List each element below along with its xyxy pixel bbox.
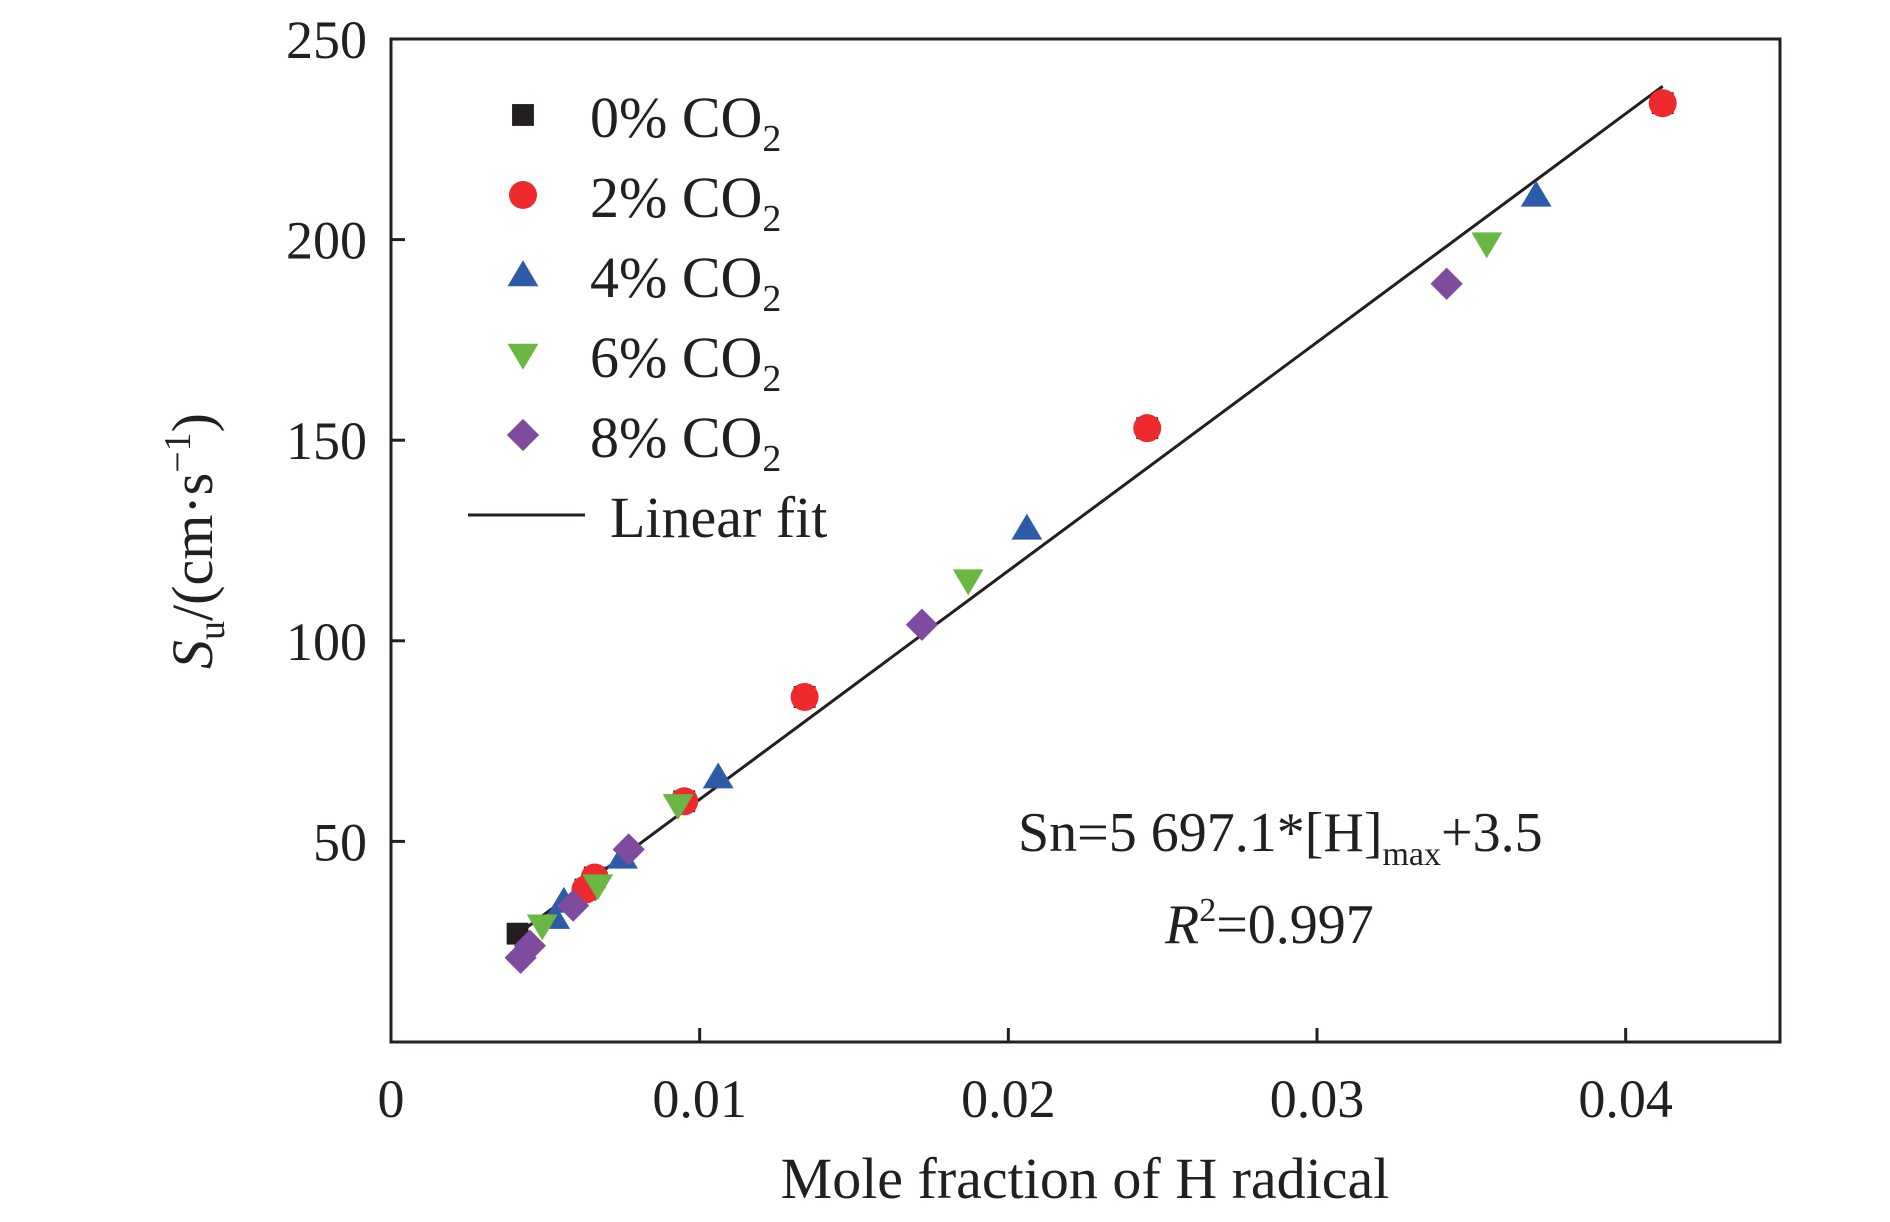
diamond-marker <box>513 929 546 962</box>
legend-label: 2% CO2 <box>590 165 781 240</box>
diamond-marker <box>905 608 939 641</box>
plot-frame <box>389 37 1782 1044</box>
triangle-up-marker <box>702 762 734 789</box>
r-squared-value: =0.997 <box>1216 894 1374 956</box>
axis-ticks: 0 0.01 0.02 0.03 0.04 50 100 150 200 250 <box>286 10 1673 1129</box>
marker-layer <box>504 89 1677 974</box>
legend-label-subscript: 2 <box>762 198 781 240</box>
legend-label-text: 8% CO <box>590 405 762 470</box>
y-tick-label: 250 <box>286 10 367 70</box>
svg-text:Sn=5 697.1*[H]max+3.5: Sn=5 697.1*[H]max+3.5 <box>1018 802 1543 873</box>
x-tick-label: 0.02 <box>961 1069 1056 1129</box>
x-tick-label: 0.04 <box>1578 1069 1673 1129</box>
diamond-marker <box>506 418 540 452</box>
x-tick-label: 0.03 <box>1270 1069 1365 1129</box>
y-axis-unit-superscript: −1 <box>157 432 199 472</box>
y-axis-title: Su/(cm·s−1) <box>157 413 233 669</box>
linear-fit-line <box>516 85 1664 936</box>
circle-marker <box>509 181 537 209</box>
svg-text:Su/(cm·s−1): Su/(cm·s−1) <box>157 413 233 669</box>
diamond-marker <box>557 889 590 922</box>
legend-label-text: 0% CO <box>590 85 762 150</box>
fit-equation: Sn=5 697.1*[H]max+3.5 R2=0.997 <box>1018 802 1543 956</box>
legend-label: 6% CO2 <box>590 325 781 400</box>
legend-label-subscript: 2 <box>762 278 781 320</box>
equation-suffix: +3.5 <box>1441 802 1543 864</box>
legend-label: 8% CO2 <box>590 405 781 480</box>
r-squared-superscript: 2 <box>1199 892 1216 929</box>
legend-label: 4% CO2 <box>590 245 781 320</box>
circle-marker <box>1648 89 1677 118</box>
triangle-down-marker <box>526 914 558 941</box>
fit-layer <box>516 85 1664 936</box>
circle-marker <box>1133 414 1162 443</box>
legend-label-text: 4% CO <box>590 245 762 310</box>
legend-label-subscript: 2 <box>762 118 781 160</box>
legend-label-text: 2% CO <box>590 165 762 230</box>
y-axis-unit-close: ) <box>160 413 225 432</box>
diamond-marker <box>612 833 645 866</box>
y-axis-symbol: S <box>160 640 225 669</box>
circle-marker <box>790 682 819 711</box>
legend-fit-label: Linear fit <box>610 485 827 550</box>
y-tick-label: 50 <box>313 812 367 872</box>
triangle-down-marker <box>582 874 614 901</box>
legend-label-text: 6% CO <box>590 325 762 390</box>
y-axis-unit-open: /(cm·s <box>160 473 225 621</box>
legend-label: 0% CO2 <box>590 85 781 160</box>
triangle-down-marker <box>952 569 984 596</box>
y-axis-symbol-subscript: u <box>191 621 233 640</box>
triangle-down-marker <box>1471 232 1503 259</box>
y-tick-label: 200 <box>286 211 367 271</box>
triangle-up-marker <box>507 260 539 287</box>
y-tick-label: 150 <box>286 411 367 471</box>
y-tick-label: 100 <box>286 612 367 672</box>
r-squared-symbol: R <box>1164 894 1199 956</box>
x-axis-title: Mole fraction of H radical <box>781 1146 1390 1211</box>
triangle-down-marker <box>662 794 694 820</box>
triangle-up-marker <box>1011 513 1043 540</box>
square-marker <box>512 104 534 126</box>
triangle-down-marker <box>507 343 539 370</box>
legend-label-subscript: 2 <box>762 358 781 400</box>
diamond-marker <box>1430 267 1463 300</box>
svg-text:R2=0.997: R2=0.997 <box>1164 892 1374 956</box>
x-tick-label: 0.01 <box>652 1069 747 1129</box>
equation-subscript: max <box>1382 836 1441 873</box>
legend-label-subscript: 2 <box>762 438 781 480</box>
x-tick-label: 0 <box>378 1069 405 1129</box>
equation-prefix: Sn=5 697.1*[H] <box>1018 802 1382 864</box>
triangle-up-marker <box>1520 180 1552 207</box>
